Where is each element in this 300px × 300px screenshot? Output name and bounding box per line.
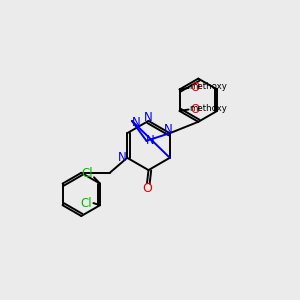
Text: Cl: Cl [80,197,92,210]
Text: O: O [190,103,200,116]
Text: methoxy: methoxy [189,104,227,113]
Text: O: O [190,81,200,94]
Text: N: N [146,134,155,147]
Text: N: N [118,151,127,164]
Text: N: N [164,123,173,136]
Text: N: N [132,116,140,129]
Text: N: N [143,111,152,124]
Text: methoxy: methoxy [189,82,227,91]
Text: O: O [142,182,152,195]
Text: Cl: Cl [82,167,93,180]
